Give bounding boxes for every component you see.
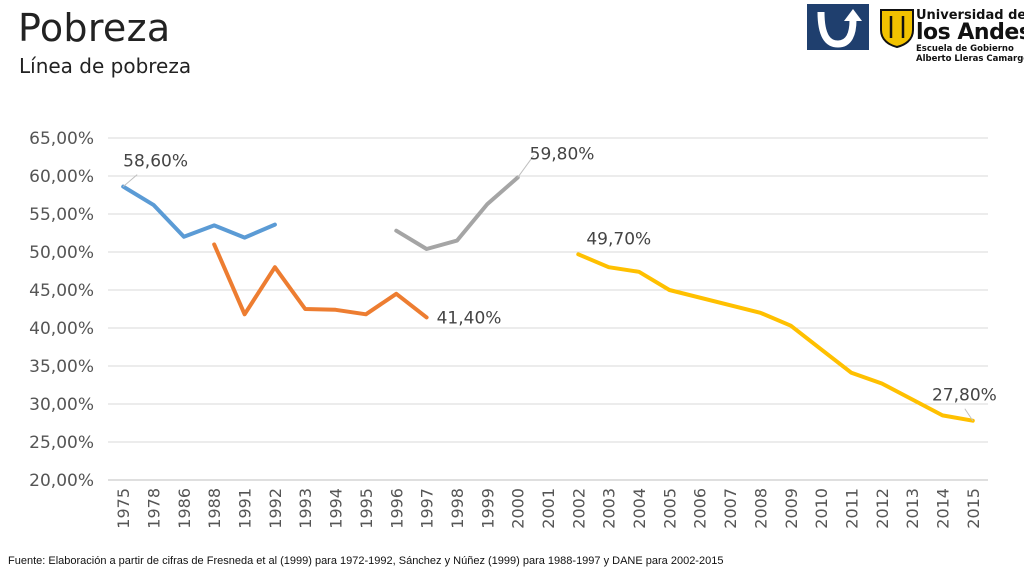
y-tick-label: 60,00% (29, 167, 94, 187)
x-tick-label: 2001 (539, 488, 558, 529)
data-label: 41,40% (437, 308, 502, 328)
x-tick-label: 2005 (660, 488, 679, 529)
data-label: 58,60% (123, 152, 188, 172)
x-tick-label: 1986 (175, 488, 194, 529)
x-tick-label: 1994 (327, 488, 346, 529)
university-shield-icon (880, 9, 914, 48)
y-tick-label: 50,00% (29, 243, 94, 263)
school-name-line1: Escuela de Gobierno (916, 44, 1014, 54)
y-tick-label: 45,00% (29, 281, 94, 301)
x-tick-label: 2007 (721, 488, 740, 529)
series-line-1 (121, 184, 277, 240)
data-label: 49,70% (586, 229, 651, 249)
x-tick-label: 2010 (812, 488, 831, 529)
x-tick-label: 1975 (114, 488, 133, 529)
data-label-leader (964, 408, 974, 421)
x-tick-label: 1988 (205, 488, 224, 529)
y-tick-label: 55,00% (29, 205, 94, 225)
x-tick-label: 2015 (964, 488, 983, 529)
x-tick-label: 1991 (236, 488, 255, 529)
x-tick-label: 2002 (569, 488, 588, 529)
page-subtitle: Línea de pobreza (19, 54, 192, 78)
x-tick-label: 2014 (933, 488, 952, 529)
x-tick-label: 1978 (145, 488, 164, 529)
series-line-2 (212, 242, 429, 320)
series-line-3 (394, 175, 520, 251)
university-name-line2: los Andes (916, 20, 1024, 45)
data-label-leader (122, 174, 138, 188)
university-name-line1: Universidad de (916, 8, 1024, 23)
x-tick-label: 2000 (509, 488, 528, 529)
university-wordmark: Universidad de los Andes Escuela de Gobi… (916, 8, 1024, 64)
source-footnote: Fuente: Elaboración a partir de cifras d… (8, 555, 724, 567)
x-tick-label: 2003 (600, 488, 619, 529)
x-tick-label: 1999 (478, 488, 497, 529)
x-tick-label: 1997 (418, 488, 437, 529)
school-logo-icon (807, 4, 869, 50)
y-tick-label: 40,00% (29, 319, 94, 339)
data-label: 59,80% (530, 145, 595, 165)
y-tick-label: 35,00% (29, 357, 94, 377)
y-tick-label: 30,00% (29, 395, 94, 415)
x-tick-label: 2004 (630, 488, 649, 529)
x-tick-label: 2013 (903, 488, 922, 529)
school-name-line2: Alberto Lleras Camargo (916, 53, 1024, 64)
data-label-leader (517, 155, 535, 178)
x-tick-label: 1996 (387, 488, 406, 529)
data-label: 27,80% (932, 386, 997, 406)
y-tick-label: 20,00% (29, 471, 94, 491)
x-tick-label: 1993 (296, 488, 315, 529)
x-tick-label: 2012 (873, 488, 892, 529)
series-line-4 (576, 252, 975, 423)
x-tick-label: 2006 (691, 488, 710, 529)
y-tick-label: 65,00% (29, 129, 94, 149)
page-title: Pobreza (18, 6, 171, 50)
x-tick-label: 1998 (448, 488, 467, 529)
y-tick-label: 25,00% (29, 433, 94, 453)
x-tick-label: 2011 (842, 488, 861, 529)
x-tick-label: 2009 (782, 488, 801, 529)
x-tick-label: 1995 (357, 488, 376, 529)
x-tick-label: 2008 (751, 488, 770, 529)
x-tick-label: 1992 (266, 488, 285, 529)
